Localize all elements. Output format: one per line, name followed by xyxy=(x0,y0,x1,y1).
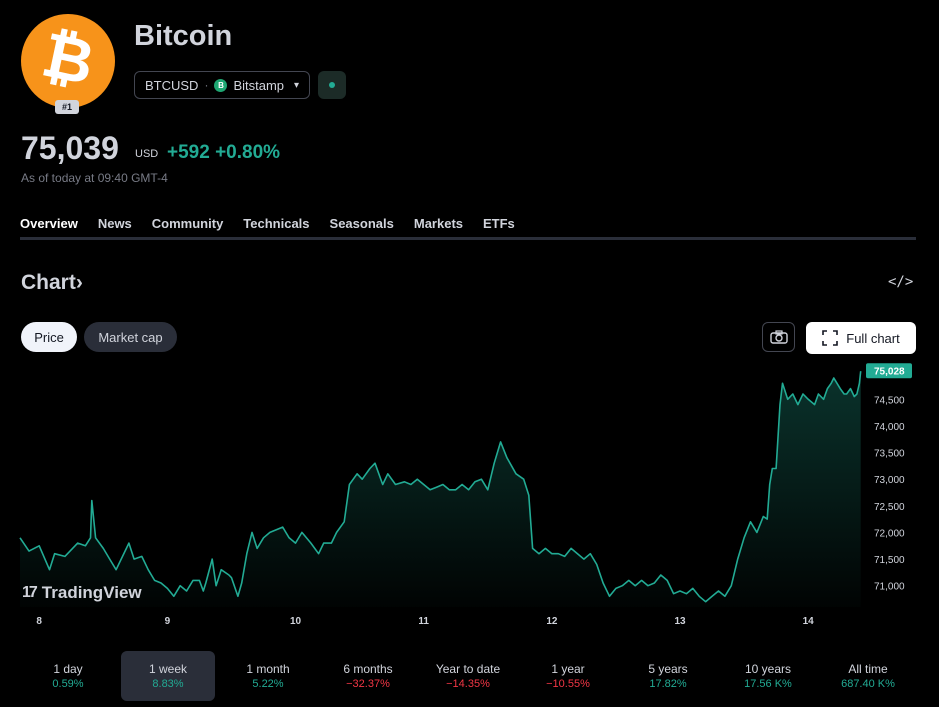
current-price: 75,039 xyxy=(21,130,119,166)
chevron-down-icon: ▾ xyxy=(294,79,300,91)
price-area-fill xyxy=(20,371,861,607)
period-change: −32.37% xyxy=(346,678,390,690)
period-1-week[interactable]: 1 week 8.83% xyxy=(121,651,215,701)
camera-icon xyxy=(769,330,788,344)
period-label: 5 years xyxy=(648,662,688,676)
fullscreen-icon xyxy=(822,330,839,346)
y-tick-label: 73,000 xyxy=(874,475,905,486)
period-label: 1 week xyxy=(148,662,188,676)
x-tick-label: 13 xyxy=(674,616,686,627)
tradingview-logo-icon: 17 xyxy=(22,584,38,601)
x-tick-label: 11 xyxy=(418,616,429,627)
period-all-time[interactable]: All time 687.40 K% xyxy=(821,651,915,701)
exchange-label: Bitstamp xyxy=(233,77,285,93)
period-change: 17.82% xyxy=(649,678,687,690)
full-chart-label: Full chart xyxy=(846,330,900,346)
y-tick-label: 72,000 xyxy=(874,528,905,539)
y-tick-label: 72,500 xyxy=(874,502,905,513)
price-line xyxy=(19,371,862,603)
bitcoin-logo: ₿ xyxy=(21,14,115,108)
rank-badge: #1 xyxy=(55,100,79,114)
symbol-selector[interactable]: BTCUSD · B Bitstamp ▾ xyxy=(134,71,311,99)
chart-heading-label: Chart xyxy=(21,271,76,294)
last-price-label: 75,028 xyxy=(874,367,905,378)
y-tick-label: 71,000 xyxy=(874,582,905,593)
period-change: 0.59% xyxy=(52,678,84,690)
full-chart-button[interactable]: Full chart xyxy=(806,322,916,354)
tab-news[interactable]: News xyxy=(97,216,132,231)
bitcoin-symbol-icon: ₿ xyxy=(35,17,101,100)
y-tick-label: 73,500 xyxy=(874,449,905,460)
period-label: 6 months xyxy=(343,662,393,676)
y-tick-label: 71,500 xyxy=(874,555,905,566)
x-tick-label: 14 xyxy=(803,616,815,627)
tab-overview[interactable]: Overview xyxy=(20,216,78,239)
y-tick-label: 74,000 xyxy=(874,422,905,433)
period-selector: 1 day 0.59% 1 week 8.83% 1 month 5.22% 6… xyxy=(0,651,939,703)
symbol-separator: · xyxy=(204,78,209,92)
x-tick-label: 9 xyxy=(165,616,171,627)
exchange-icon: B xyxy=(214,78,228,92)
price-chart[interactable]: 71,000 71,500 72,000 72,500 73,000 73,500 74,0… xyxy=(0,362,939,638)
tab-markets[interactable]: Markets xyxy=(413,216,463,231)
chart-heading-link[interactable]: Chart› xyxy=(21,271,83,295)
x-tick-label: 10 xyxy=(290,616,302,627)
period-label: All time xyxy=(848,662,888,676)
period-change: 5.22% xyxy=(252,678,284,690)
last-price-badge xyxy=(866,363,912,379)
period-label: Year to date xyxy=(435,662,501,676)
period-year-to-date[interactable]: Year to date −14.35% xyxy=(421,651,515,701)
chevron-right-icon: › xyxy=(75,271,83,294)
period-change: −14.35% xyxy=(446,678,490,690)
section-tabs: Overview News Community Technicals Seaso… xyxy=(20,216,515,239)
tradingview-watermark: 17 TradingView xyxy=(22,583,142,603)
y-tick-label: 74,500 xyxy=(874,395,905,406)
tab-technicals[interactable]: Technicals xyxy=(243,216,310,231)
tab-seasonals[interactable]: Seasonals xyxy=(329,216,394,231)
x-tick-label: 8 xyxy=(36,616,42,627)
period-label: 1 year xyxy=(551,662,585,676)
period-1-day[interactable]: 1 day 0.59% xyxy=(21,651,115,701)
period-change: 17.56 K% xyxy=(744,678,792,690)
tab-community[interactable]: Community xyxy=(151,216,224,231)
price-currency: USD xyxy=(135,148,159,160)
period-label: 10 years xyxy=(744,662,792,676)
period-6-months[interactable]: 6 months −32.37% xyxy=(321,651,415,701)
period-1-year[interactable]: 1 year −10.55% xyxy=(521,651,615,701)
embed-code-icon[interactable]: </> xyxy=(888,274,914,290)
page-title: Bitcoin xyxy=(134,20,233,52)
market-status-indicator[interactable] xyxy=(318,71,346,99)
price-timestamp: As of today at 09:40 GMT-4 xyxy=(21,171,168,185)
period-1-month[interactable]: 1 month 5.22% xyxy=(221,651,315,701)
period-10-years[interactable]: 10 years 17.56 K% xyxy=(721,651,815,701)
price-toggle-button[interactable]: Price xyxy=(21,322,77,352)
period-5-years[interactable]: 5 years 17.82% xyxy=(621,651,715,701)
watermark-label: TradingView xyxy=(41,583,142,602)
price-change: +592 +0.80% xyxy=(167,142,281,163)
x-tick-label: 12 xyxy=(546,616,558,627)
market-cap-toggle-button[interactable]: Market cap xyxy=(84,322,177,352)
period-label: 1 month xyxy=(246,662,290,676)
symbol-label: BTCUSD xyxy=(145,77,199,93)
live-dot-icon xyxy=(329,82,335,88)
period-change: −10.55% xyxy=(546,678,590,690)
period-change: 687.40 K% xyxy=(841,678,895,690)
tab-etfs[interactable]: ETFs xyxy=(483,216,515,231)
period-change: 8.83% xyxy=(152,678,184,690)
period-label: 1 day xyxy=(53,662,83,676)
snapshot-button[interactable] xyxy=(762,322,795,352)
tabs-divider xyxy=(20,237,916,240)
